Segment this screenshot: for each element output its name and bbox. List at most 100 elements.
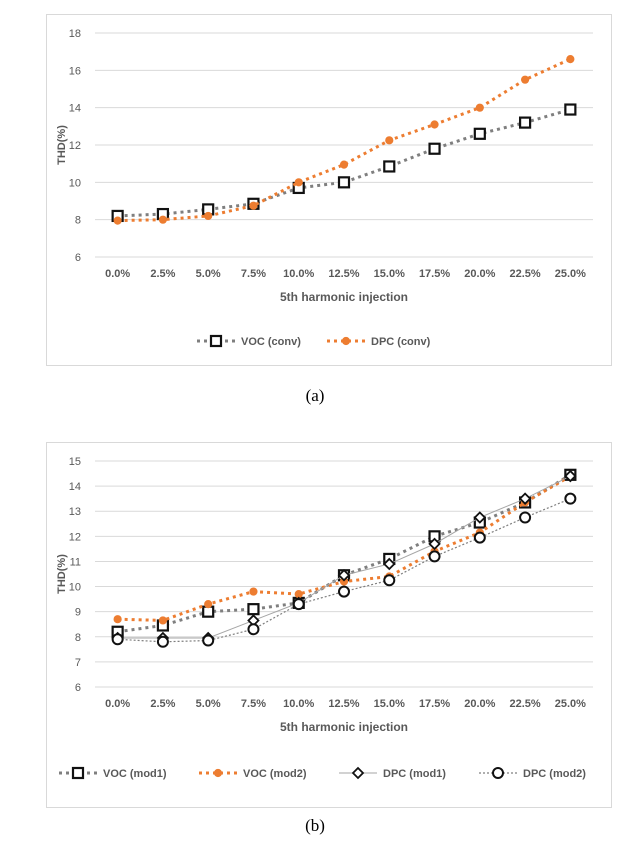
data-point	[156, 635, 169, 648]
legend: VOC (conv) DPC (conv)	[197, 334, 431, 348]
legend-item: DPC (mod1)	[339, 766, 446, 780]
x-tick-label: 20.0%	[464, 268, 495, 280]
x-tick-label: 2.5%	[150, 268, 175, 280]
y-tick-label: 10	[69, 177, 81, 189]
series-line	[117, 473, 572, 634]
legend-item: DPC (mod2)	[479, 767, 586, 780]
y-tick-label: 15	[69, 456, 81, 468]
x-tick-label: 22.5%	[509, 268, 540, 280]
x-tick-label: 17.5%	[419, 268, 450, 280]
data-point	[566, 55, 575, 64]
data-point	[473, 511, 487, 524]
series-dpc-mod1	[111, 469, 577, 645]
x-tick-label: 2.5%	[150, 698, 175, 710]
data-point	[564, 469, 577, 483]
data-point	[247, 623, 260, 636]
data-point	[519, 511, 532, 524]
data-point	[383, 160, 396, 173]
data-point	[473, 127, 486, 140]
y-tick-label: 11	[70, 556, 81, 568]
data-point	[518, 492, 532, 505]
y-tick-label: 6	[75, 682, 81, 694]
gridlines	[95, 460, 593, 688]
data-point	[202, 634, 215, 647]
chart-a: 6 8 10 12 14 16 18 0.0% 2.5% 5.0% 7.5% 10.0% 12.5% 15…	[56, 28, 593, 348]
data-point	[428, 550, 441, 563]
chart-b-frame: 6 7 8 9 10 11 12 13 14 15 0.0% 2.5% 5.0% 7.5% 10.0% 12.…	[46, 442, 612, 808]
y-tick-label: 12	[69, 531, 81, 543]
figure-caption-a: (a)	[305, 386, 325, 405]
legend-label: VOC (mod2)	[243, 768, 307, 780]
data-point	[204, 211, 213, 221]
data-point	[338, 585, 350, 598]
y-tick-label: 8	[75, 215, 81, 227]
y-tick-label: 14	[69, 103, 81, 115]
series-dpc-conv	[113, 55, 575, 225]
legend-item: VOC (conv)	[197, 334, 301, 348]
y-tick-label: 6	[75, 252, 81, 264]
series-line	[117, 475, 571, 639]
y-axis-title: THD(%)	[56, 125, 68, 165]
data-point	[339, 160, 349, 169]
x-tick-label: 22.5%	[509, 698, 540, 710]
x-tick-label: 0.0%	[105, 268, 130, 280]
series-voc-mod2	[113, 471, 575, 625]
x-tick-label: 0.0%	[105, 698, 130, 710]
legend-item: VOC (mod2)	[199, 768, 307, 780]
legend-swatch-marker	[71, 766, 85, 780]
x-axis-title: 5th harmonic injection	[280, 720, 408, 734]
x-tick-label: 25.0%	[555, 698, 586, 710]
x-tick-label: 15.0%	[374, 698, 405, 710]
x-tick-label: 12.5%	[328, 698, 359, 710]
data-point	[383, 574, 396, 587]
data-point	[337, 176, 351, 189]
x-tick-label: 10.0%	[283, 268, 314, 280]
y-axis-title: THD(%)	[56, 554, 68, 594]
data-point	[294, 178, 303, 187]
x-tick-label: 12.5%	[328, 268, 359, 280]
data-point	[428, 142, 441, 155]
data-point	[249, 587, 258, 596]
legend-item: VOC (mod1)	[59, 766, 167, 780]
chart-a-frame: 6 8 10 12 14 16 18 0.0% 2.5% 5.0% 7.5% 10.0% 12.5% 15…	[46, 14, 612, 366]
x-tick-label: 15.0%	[374, 268, 405, 280]
data-point	[249, 201, 258, 210]
data-point	[564, 103, 577, 116]
legend-item: DPC (conv)	[327, 336, 431, 348]
data-point	[113, 216, 122, 225]
data-point	[247, 603, 260, 616]
data-point	[518, 116, 532, 129]
legend-swatch-marker	[351, 766, 365, 780]
figure-caption-b: (b)	[305, 816, 325, 835]
legend-label: DPC (conv)	[371, 336, 431, 348]
y-tick-label: 14	[69, 481, 81, 493]
legend-label: DPC (mod1)	[383, 768, 446, 780]
data-point	[113, 615, 122, 624]
data-point	[111, 633, 124, 646]
legend-swatch-marker	[209, 334, 223, 348]
series-line	[117, 57, 571, 223]
y-tick-label: 18	[69, 28, 81, 40]
y-tick-label: 13	[69, 506, 81, 518]
data-point	[337, 568, 351, 582]
x-tick-label: 7.5%	[241, 698, 266, 710]
y-tick-label: 10	[69, 582, 81, 594]
data-point	[204, 600, 213, 609]
y-tick-label: 16	[69, 65, 81, 77]
x-tick-label: 5.0%	[196, 268, 221, 280]
data-point	[475, 103, 484, 112]
x-tick-label: 10.0%	[283, 698, 314, 710]
data-point	[564, 492, 577, 505]
data-point	[383, 557, 396, 571]
x-tick-label: 20.0%	[464, 698, 495, 710]
x-axis-title: 5th harmonic injection	[280, 290, 408, 304]
chart-b: 6 7 8 9 10 11 12 13 14 15 0.0% 2.5% 5.0% 7.5% 10.0% 12.…	[56, 456, 593, 780]
y-tick-label: 12	[69, 140, 81, 152]
x-tick-label: 25.0%	[555, 268, 586, 280]
legend-swatch-marker	[492, 767, 504, 779]
data-point	[520, 75, 530, 84]
series-dpc-mod2	[111, 492, 577, 648]
y-tick-label: 9	[75, 607, 81, 619]
y-tick-label: 8	[75, 632, 81, 644]
data-point	[292, 598, 305, 611]
